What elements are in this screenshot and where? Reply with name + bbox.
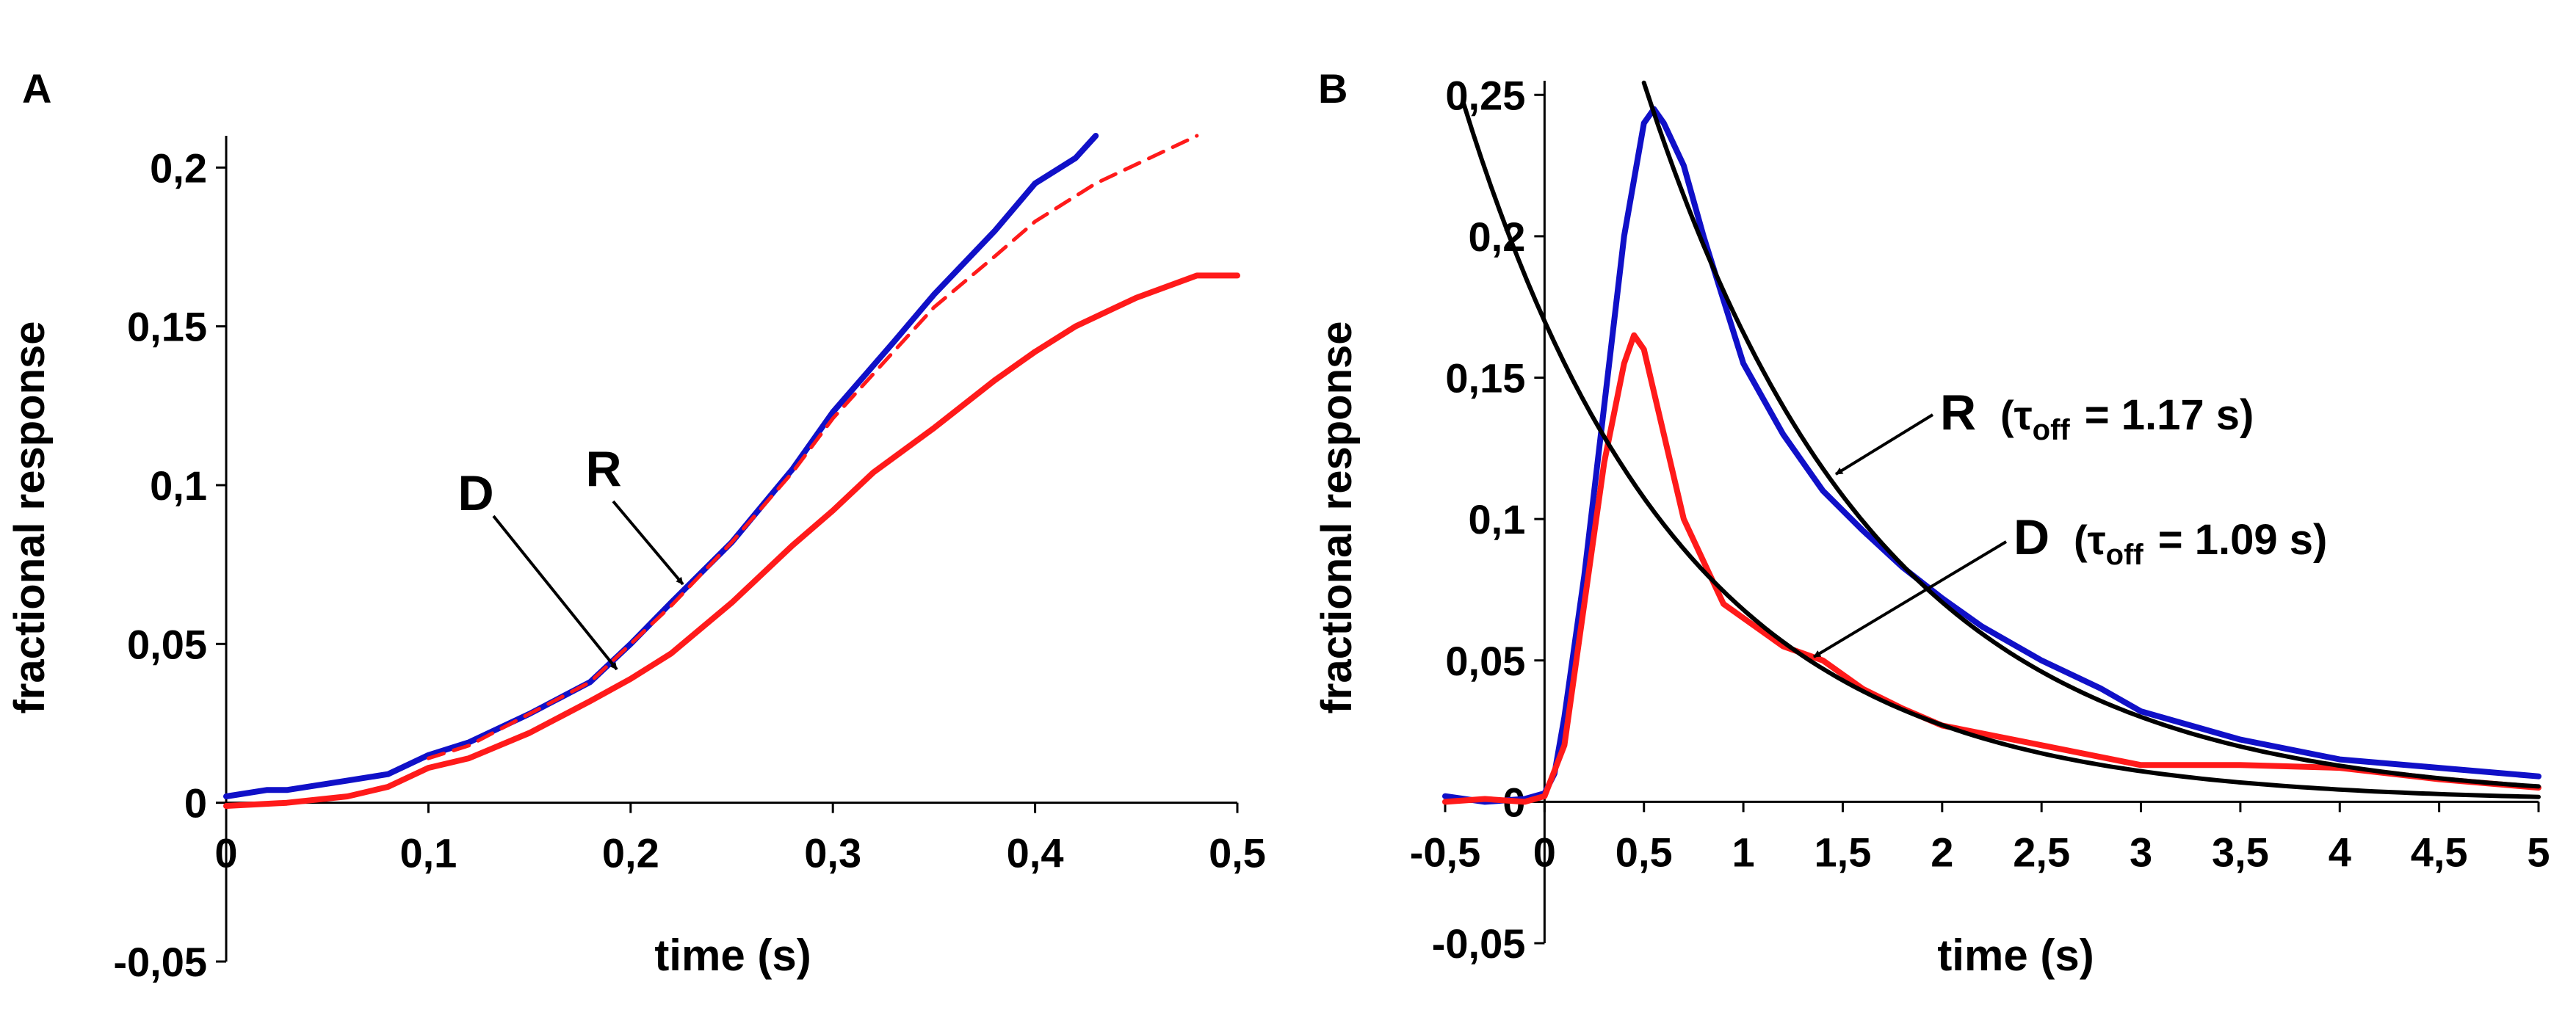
panel-a-series bbox=[223, 133, 1240, 809]
annotation-r-tau-value: = 1.17 s bbox=[2085, 391, 2240, 439]
annotation-d-tau-symbol: τ bbox=[2088, 517, 2106, 563]
annotation-d-arrow-b bbox=[1812, 540, 2008, 658]
y-tick-label: 0,05 bbox=[127, 621, 207, 667]
x-tick-label: 2,5 bbox=[2013, 829, 2070, 875]
x-tick-label: 0,2 bbox=[602, 830, 659, 876]
y-tick-label: -0,05 bbox=[113, 939, 207, 985]
panel-a-label: A bbox=[22, 65, 51, 112]
panel-b-ylabel: fractional response bbox=[1313, 321, 1361, 713]
x-tick-label: 0 bbox=[214, 830, 237, 876]
y-tick-label: -0,05 bbox=[1432, 920, 1526, 967]
panel-b-xlabel: time (s) bbox=[1937, 931, 2094, 980]
annotation-d-label: D bbox=[2014, 509, 2049, 565]
x-tick-label: 0,1 bbox=[399, 830, 457, 876]
panel-a-chart: A -0,05 0 0,05 0,1 0,15 0,2 0 0,1 0,2 0,3 0,4 0,5 f… bbox=[6, 65, 1266, 985]
x-tick-label: 0,5 bbox=[1209, 830, 1266, 876]
annotation-r-arrow-b bbox=[1834, 413, 1934, 476]
series-r-line bbox=[223, 133, 1099, 799]
series-d-line bbox=[223, 272, 1240, 809]
annotation-r-label: R bbox=[1940, 385, 1976, 440]
annotation-r-tau-symbol: τ bbox=[2014, 392, 2033, 438]
annotation-d-label: D bbox=[457, 465, 493, 521]
y-tick-label: 0,1 bbox=[1469, 496, 1526, 542]
x-tick-label: 1,5 bbox=[1815, 829, 1872, 875]
x-tick-label: 0,3 bbox=[804, 830, 861, 876]
y-tick-label: 0,15 bbox=[127, 304, 207, 350]
panel-a-xlabel: time (s) bbox=[654, 931, 811, 980]
y-tick-label: 0,05 bbox=[1445, 638, 1525, 684]
x-tick-label: 4 bbox=[2329, 829, 2351, 875]
annotation-r-tau-sub: off bbox=[2033, 414, 2071, 446]
series-d-fit-line bbox=[1461, 100, 2541, 799]
annotation-d-tau: D (τoff = 1.09 s) bbox=[2014, 509, 2327, 571]
x-tick-label: 3,5 bbox=[2212, 829, 2269, 875]
annotation-r-tau: R (τoff = 1.17 s) bbox=[1940, 385, 2254, 446]
x-tick-label: 0,4 bbox=[1007, 830, 1064, 876]
x-tick-label: 3 bbox=[2130, 829, 2152, 875]
x-tick-label: 5 bbox=[2527, 829, 2550, 875]
annotation-d-arrow bbox=[492, 515, 618, 671]
panel-b-series bbox=[1442, 80, 2541, 805]
y-tick-label: 0,25 bbox=[1445, 72, 1525, 118]
series-d-line bbox=[1442, 332, 2541, 805]
y-tick-label: 0,1 bbox=[150, 462, 207, 509]
x-tick-label: 0,5 bbox=[1616, 829, 1673, 875]
panel-a-axes: -0,05 0 0,05 0,1 0,15 0,2 0 0,1 0,2 0,3 0,4 0,5 bbox=[113, 136, 1266, 985]
x-tick-label: -0,5 bbox=[1410, 829, 1481, 875]
y-tick-label: 0 bbox=[184, 780, 207, 826]
y-tick-label: 0,15 bbox=[1445, 355, 1525, 402]
annotation-d-tau-value: = 1.09 s bbox=[2158, 516, 2313, 564]
annotation-r-arrow bbox=[612, 500, 684, 586]
x-tick-label: 4,5 bbox=[2411, 829, 2468, 875]
series-r-line bbox=[1442, 106, 2541, 805]
panel-b-label: B bbox=[1318, 65, 1347, 112]
x-tick-label: 0 bbox=[1533, 829, 1556, 875]
series-r-fit-line bbox=[1641, 80, 2541, 789]
x-tick-label: 2 bbox=[1931, 829, 1953, 875]
x-tick-label: 1 bbox=[1732, 829, 1755, 875]
series-r-extrapolated-line bbox=[426, 134, 1199, 760]
annotation-r-label: R bbox=[585, 441, 621, 497]
panel-a-ylabel: fractional response bbox=[6, 321, 54, 713]
y-tick-label: 0,2 bbox=[150, 145, 207, 191]
annotation-d-tau-sub: off bbox=[2106, 539, 2144, 571]
